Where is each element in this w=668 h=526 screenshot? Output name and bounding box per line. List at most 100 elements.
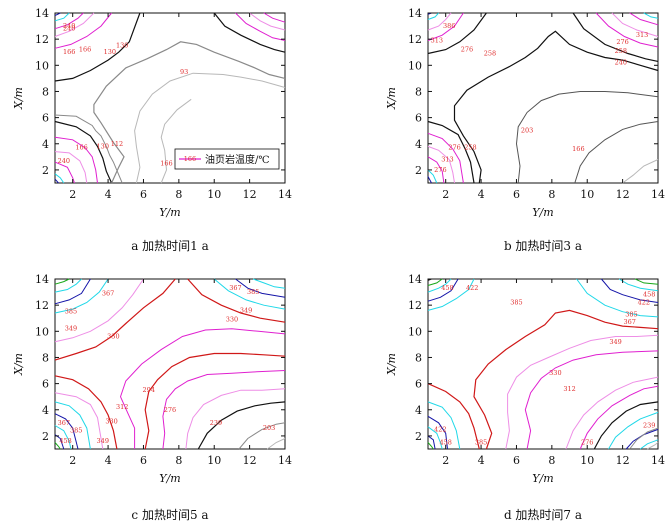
contour-label: 276 [461, 46, 473, 54]
y-tick-label: 2 [42, 430, 49, 443]
contour-line [427, 120, 475, 184]
contour-label: 240 [615, 59, 627, 67]
contour-label: 330 [107, 333, 119, 341]
contour-line [54, 120, 113, 184]
contour-label: 349 [609, 338, 621, 346]
contour-label: 349 [97, 437, 109, 445]
x-tick-label: 6 [513, 454, 520, 467]
contour-line [524, 350, 659, 450]
contour-line [629, 12, 659, 26]
contour-line [427, 383, 480, 450]
x-tick-label: 8 [548, 188, 555, 201]
contour-line [54, 161, 75, 184]
contour-label: 458 [439, 438, 451, 446]
y-tick-label: 4 [42, 404, 49, 417]
contour-label: 130 [116, 42, 128, 50]
x-tick-label: 10 [580, 454, 594, 467]
x-tick-label: 2 [442, 454, 449, 467]
x-tick-label: 2 [442, 188, 449, 201]
contour-line [427, 435, 436, 450]
y-tick-label: 12 [408, 33, 422, 46]
contour-line [54, 136, 98, 184]
contour-line [576, 278, 659, 318]
contour-line [515, 91, 659, 184]
x-axis-label: Y/m [159, 472, 180, 485]
x-tick-label: 10 [580, 188, 594, 201]
contour-line [54, 392, 104, 450]
plot-frame [427, 278, 659, 450]
contour-label: 203 [521, 127, 533, 135]
y-tick-label: 14 [408, 7, 422, 20]
y-tick-label: 10 [35, 325, 49, 338]
contour-line [427, 278, 475, 311]
y-tick-label: 2 [415, 164, 422, 177]
x-tick-label: 4 [478, 188, 485, 201]
contour-label: 385 [65, 308, 77, 316]
y-tick-label: 14 [408, 273, 422, 286]
legend-sample-label: 166 [184, 155, 196, 163]
contour-label: 385 [247, 288, 259, 296]
x-tick-label: 2 [69, 188, 76, 201]
contour-line [119, 328, 286, 449]
y-tick-label: 10 [408, 325, 422, 338]
contour-line [427, 132, 464, 184]
y-tick-label: 4 [42, 138, 49, 151]
x-axis-label: Y/m [532, 472, 553, 485]
x-tick-label: 12 [243, 454, 257, 467]
x-tick-label: 14 [278, 188, 292, 201]
contour-line [647, 442, 659, 450]
y-tick-label: 2 [415, 430, 422, 443]
contour-label: 385 [625, 310, 637, 318]
contour-line [427, 401, 461, 450]
contour-line [162, 370, 286, 450]
contour-label: 240 [63, 22, 75, 30]
panel-caption: a 加热时间1 a [131, 239, 209, 253]
y-axis-label: X/m [385, 353, 398, 376]
y-tick-label: 12 [408, 299, 422, 312]
legend-box [174, 148, 280, 170]
contour-line [618, 278, 659, 292]
contour-line [235, 278, 286, 298]
contour-line [595, 12, 659, 48]
contour-line [427, 12, 452, 31]
contour-line [134, 72, 286, 184]
contour-label: 239 [643, 421, 655, 429]
x-axis-label: Y/m [159, 206, 180, 219]
contour-label: 239 [210, 419, 222, 427]
x-tick-label: 14 [651, 188, 665, 201]
contour-line [427, 12, 464, 41]
y-tick-label: 6 [415, 378, 422, 391]
y-axis-label: X/m [12, 87, 25, 110]
contour-line [187, 278, 286, 323]
y-tick-label: 8 [415, 85, 422, 98]
panel-caption: b 加热时间3 a [504, 239, 582, 253]
y-tick-label: 6 [42, 112, 49, 125]
x-tick-label: 8 [175, 188, 182, 201]
contour-line [238, 422, 286, 450]
contour-label: 258 [464, 144, 476, 152]
y-tick-label: 6 [42, 378, 49, 391]
contour-label: 385 [70, 427, 82, 435]
x-tick-label: 12 [616, 454, 630, 467]
contour-label: 258 [484, 50, 496, 58]
contour-line [160, 98, 192, 184]
contour-line [213, 278, 286, 310]
y-tick-label: 6 [415, 112, 422, 125]
contour-line [144, 352, 286, 450]
contour-line [427, 278, 459, 302]
x-axis-label: Y/m [532, 206, 553, 219]
contour-line [249, 12, 286, 31]
y-tick-label: 8 [42, 85, 49, 98]
x-tick-label: 10 [207, 454, 221, 467]
contour-line [54, 375, 118, 450]
x-tick-label: 2 [69, 454, 76, 467]
contour-line [427, 415, 448, 450]
x-tick-label: 12 [243, 188, 257, 201]
y-tick-label: 8 [415, 351, 422, 364]
contour-label: 458 [643, 291, 655, 299]
contour-line [93, 41, 286, 184]
contour-line [54, 425, 72, 450]
contour-line [54, 278, 82, 293]
contour-line [634, 278, 659, 285]
contour-label: 313 [636, 31, 648, 39]
